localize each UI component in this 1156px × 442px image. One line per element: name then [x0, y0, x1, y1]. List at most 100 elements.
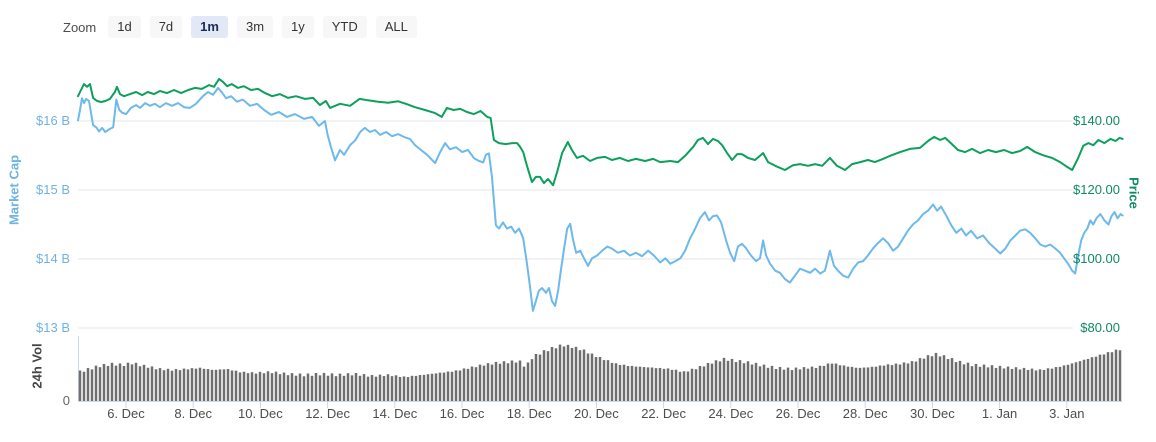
- price-axis-tick-label: $140.00: [1073, 113, 1120, 128]
- volume-bar: [746, 361, 750, 401]
- volume-bar: [214, 369, 218, 401]
- volume-bar: [1074, 362, 1078, 401]
- x-axis-date-label: 26. Dec: [775, 406, 821, 421]
- volume-bar: [526, 362, 530, 401]
- volume-bar: [210, 369, 214, 401]
- x-axis-date-label: 3. Jan: [1049, 406, 1085, 421]
- volume-bar: [802, 367, 806, 401]
- volume-bar: [378, 374, 382, 401]
- volume-bar: [238, 372, 242, 401]
- volume-bar: [202, 368, 206, 401]
- volume-bar: [858, 367, 862, 401]
- volume-bar: [938, 356, 942, 401]
- volume-bar: [478, 364, 482, 401]
- volume-bar: [650, 367, 654, 401]
- volume-bar: [386, 374, 390, 401]
- volume-bar: [302, 376, 306, 401]
- price-line-series: [77, 77, 1124, 187]
- volume-bar: [666, 368, 670, 401]
- volume-bar: [158, 368, 162, 401]
- volume-bar: [98, 367, 102, 401]
- volume-axis-title: 24h Vol: [29, 343, 45, 389]
- volume-bar: [418, 375, 422, 401]
- volume-bar: [874, 366, 878, 401]
- volume-bar: [366, 376, 370, 401]
- volume-bar: [726, 360, 730, 401]
- volume-bar: [658, 367, 662, 401]
- volume-bar: [966, 362, 970, 401]
- volume-bar: [434, 373, 438, 401]
- volume-bar: [170, 370, 174, 401]
- volume-bar: [590, 353, 594, 401]
- volume-bar: [846, 366, 850, 401]
- volume-bar: [882, 365, 886, 401]
- volume-bar: [426, 374, 430, 401]
- volume-bar: [314, 372, 318, 401]
- range-button-ytd[interactable]: YTD: [322, 16, 367, 38]
- volume-bar: [790, 370, 794, 401]
- volume-bar: [738, 360, 742, 401]
- volume-bar: [370, 374, 374, 401]
- x-axis-date-label: 28. Dec: [842, 406, 888, 421]
- volume-bar: [522, 366, 526, 401]
- volume-bar: [1038, 369, 1042, 401]
- volume-bar: [358, 375, 362, 401]
- volume-bar: [742, 363, 746, 401]
- volume-bar: [934, 352, 938, 401]
- volume-bar: [1010, 368, 1014, 401]
- volume-bar: [1110, 352, 1114, 401]
- volume-bar: [494, 361, 498, 401]
- volume-bar: [578, 350, 582, 401]
- x-axis-date-label: 14. Dec: [372, 406, 418, 421]
- volume-bar: [438, 372, 442, 401]
- x-axis-date-label: 6. Dec: [107, 406, 145, 421]
- volume-bar: [1118, 350, 1122, 401]
- volume-bar: [82, 371, 86, 401]
- volume-bar: [258, 371, 262, 401]
- volume-bar: [754, 362, 758, 401]
- volume-bar: [1018, 369, 1022, 401]
- volume-bar: [530, 359, 534, 401]
- range-button-1m[interactable]: 1m: [191, 16, 228, 38]
- volume-bar: [1094, 356, 1098, 401]
- volume-bar: [902, 362, 906, 401]
- volume-bar: [142, 364, 146, 401]
- volume-bar: [602, 360, 606, 401]
- volume-bar: [218, 369, 222, 401]
- volume-bar: [814, 367, 818, 401]
- volume-bar: [610, 362, 614, 401]
- volume-bar: [446, 371, 450, 401]
- volume-bar: [250, 372, 254, 401]
- volume-bar: [654, 368, 658, 401]
- range-button-1d[interactable]: 1d: [108, 16, 141, 38]
- range-button-7d[interactable]: 7d: [149, 16, 183, 38]
- volume-bar: [410, 375, 414, 401]
- volume-bar: [190, 368, 194, 401]
- volume-bar: [470, 366, 474, 401]
- volume-bar: [962, 364, 966, 401]
- volume-bar: [550, 347, 554, 401]
- volume-bar: [230, 370, 234, 401]
- volume-bar: [330, 373, 334, 401]
- market-cap-axis-tick-label: $14 B: [36, 251, 70, 266]
- x-axis-date-label: 1. Jan: [981, 406, 1018, 421]
- volume-bar: [514, 362, 518, 401]
- volume-bar: [518, 360, 522, 401]
- volume-bar: [534, 353, 538, 401]
- volume-bar: [694, 369, 698, 401]
- range-button-3m[interactable]: 3m: [236, 16, 274, 38]
- volume-bar: [686, 371, 690, 401]
- market-cap-axis-tick-label: $13 B: [36, 320, 70, 335]
- volume-bar: [490, 364, 494, 401]
- volume-bar: [274, 371, 278, 401]
- volume-bar: [714, 360, 718, 401]
- volume-bar: [174, 369, 178, 401]
- range-button-all[interactable]: ALL: [375, 16, 417, 38]
- volume-bar: [786, 367, 790, 401]
- range-button-1y[interactable]: 1y: [282, 16, 314, 38]
- x-axis-date-label: 10. Dec: [237, 406, 283, 421]
- volume-bar: [1102, 354, 1106, 401]
- market-cap-axis-title: Market Cap: [6, 154, 22, 226]
- volume-bar: [570, 347, 574, 401]
